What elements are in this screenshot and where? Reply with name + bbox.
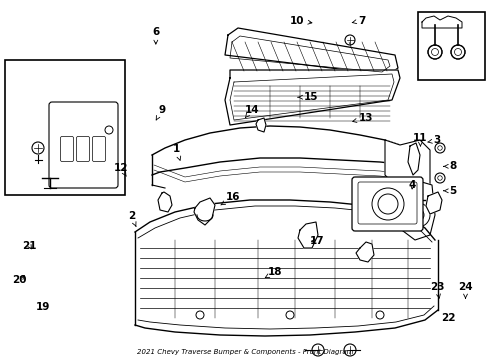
Text: 17: 17 [310,236,325,246]
Text: 19: 19 [36,302,50,312]
Polygon shape [356,242,374,262]
Text: 16: 16 [221,192,241,205]
Bar [418,12,485,80]
Text: 2: 2 [128,211,136,226]
Text: 1: 1 [173,144,181,160]
Text: 7: 7 [352,15,366,26]
Text: 24: 24 [458,282,473,298]
Text: 18: 18 [265,267,283,278]
Text: 9: 9 [156,105,165,120]
Text: 11: 11 [413,132,428,146]
Text: 15: 15 [298,92,318,102]
Polygon shape [408,143,420,175]
Text: 4: 4 [409,180,416,190]
Text: 6: 6 [152,27,159,44]
Polygon shape [426,192,442,214]
Polygon shape [158,192,172,212]
Text: 14: 14 [245,105,259,118]
Text: 21: 21 [22,240,37,251]
Text: 12: 12 [114,163,129,176]
Bar [5,60,125,195]
Polygon shape [225,28,398,75]
Text: 22: 22 [441,312,456,323]
Text: 23: 23 [430,282,444,298]
Text: 2021 Chevy Traverse Bumper & Components - Front Diagram: 2021 Chevy Traverse Bumper & Components … [137,349,353,355]
Text: 10: 10 [290,15,312,26]
FancyBboxPatch shape [352,177,423,231]
FancyBboxPatch shape [49,102,118,188]
Text: 13: 13 [353,113,374,123]
Polygon shape [298,222,318,248]
Text: 3: 3 [428,135,441,145]
Polygon shape [422,16,462,28]
Polygon shape [256,118,266,132]
Text: 5: 5 [443,186,456,196]
Polygon shape [385,140,430,205]
Polygon shape [194,198,215,225]
Polygon shape [395,180,435,240]
Polygon shape [225,70,400,125]
Text: 8: 8 [443,161,456,171]
Text: 20: 20 [12,275,27,285]
